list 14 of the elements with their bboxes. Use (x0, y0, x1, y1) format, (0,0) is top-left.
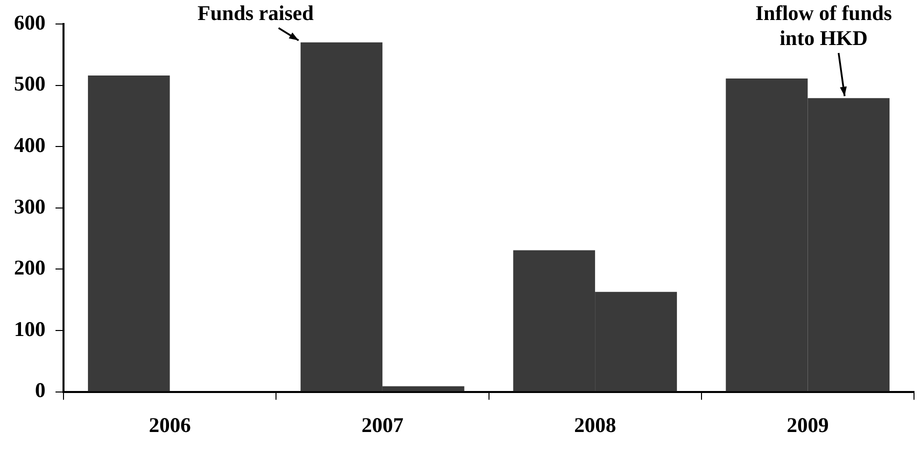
y-tick-label: 100 (14, 316, 46, 341)
x-tick-label: 2009 (786, 412, 829, 437)
bar (88, 75, 170, 392)
y-tick-label: 400 (14, 133, 46, 158)
y-tick-label: 200 (14, 256, 46, 280)
y-tick-label: 0 (35, 378, 46, 402)
series-label: Funds raised (198, 1, 314, 25)
y-tick-label: 500 (14, 72, 46, 96)
x-tick-label: 2007 (361, 412, 404, 437)
x-tick-label: 2008 (574, 412, 616, 437)
x-tick-label: 2006 (148, 412, 191, 437)
y-tick-label: 300 (14, 194, 46, 218)
text: Inflow of funds into HKD (755, 1, 892, 50)
y-tick-label: 600 (14, 10, 46, 34)
